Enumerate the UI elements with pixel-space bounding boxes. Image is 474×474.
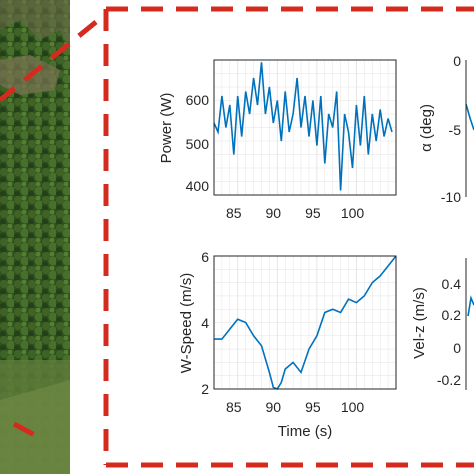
panel-wspeed: 85 90 95 100 2 4 6 W-Speed (m/s) Time (s… (178, 249, 397, 440)
zoom-connector-top (0, 20, 98, 102)
x-tick-label: 95 (305, 399, 321, 415)
y-tick-label: 6 (201, 249, 209, 265)
axes-box-wspeed (213, 255, 397, 390)
x-tick-label: 100 (341, 205, 365, 221)
y-ticks-power: 400 500 600 (186, 92, 210, 194)
panel-alpha: 0 -5 -10 α (deg) (418, 53, 474, 205)
y-tick-label: 500 (186, 136, 210, 152)
x-tick-label: 90 (266, 205, 282, 221)
y-ticks-alpha: 0 -5 -10 (441, 53, 461, 205)
x-tick-label: 85 (226, 205, 242, 221)
x-axis-label-time: Time (s) (278, 423, 332, 440)
y-ticks-velz: 0.4 0.2 0 -0.2 (437, 276, 461, 388)
y-tick-label: -10 (441, 189, 461, 205)
y-tick-label: 0.2 (442, 307, 462, 323)
panel-power: 85 90 95 100 400 500 600 Power (W) (158, 59, 397, 221)
x-ticks-power: 85 90 95 100 (226, 205, 364, 221)
y-tick-label: -5 (449, 122, 462, 138)
y-tick-label: 0.4 (442, 276, 462, 292)
series-line-wspeed (214, 255, 397, 391)
y-tick-label: 400 (186, 178, 210, 194)
y-tick-label: 0 (453, 53, 461, 69)
y-tick-label: 4 (201, 315, 209, 331)
y-tick-label: 0 (453, 340, 461, 356)
series-line-velz (467, 295, 474, 317)
y-tick-label: 2 (201, 381, 209, 397)
panel-velz: 0.4 0.2 0 -0.2 Vel-z (m/s) (411, 258, 474, 390)
aerial-photo (0, 0, 70, 474)
x-tick-label: 90 (266, 399, 282, 415)
x-ticks-wspeed: 85 90 95 100 (226, 399, 364, 415)
y-axis-label-velz: Vel-z (m/s) (411, 287, 428, 359)
x-tick-label: 100 (341, 399, 365, 415)
x-tick-label: 85 (226, 399, 242, 415)
y-axis-label-alpha: α (deg) (418, 104, 435, 152)
zoom-connector-bottom (12, 421, 46, 443)
grid-wspeed (213, 255, 397, 390)
zoom-frame (0, 6, 474, 468)
axes-box-power (213, 59, 397, 196)
y-tick-label: 600 (186, 92, 210, 108)
y-axis-label-power: Power (W) (158, 93, 175, 164)
x-tick-label: 95 (305, 205, 321, 221)
y-tick-label: -0.2 (437, 372, 461, 388)
y-axis-label-wspeed: W-Speed (m/s) (178, 273, 195, 374)
y-ticks-wspeed: 2 4 6 (201, 249, 209, 397)
series-line-alpha (465, 103, 474, 131)
series-line-power (213, 62, 393, 191)
